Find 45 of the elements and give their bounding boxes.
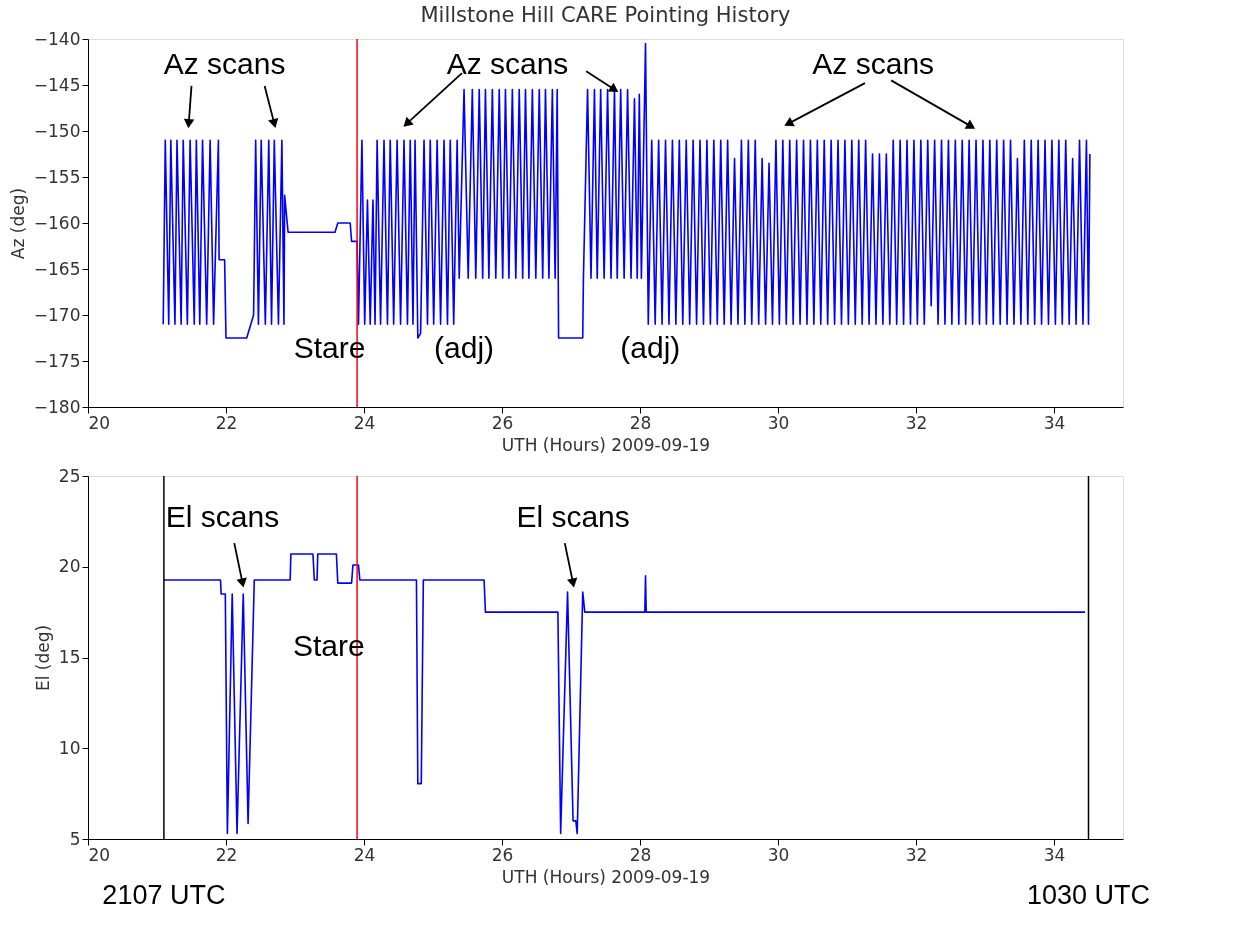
x-tick-label: 30: [767, 412, 790, 433]
annotation: Az scans: [812, 46, 935, 80]
y-tick-label: −175: [33, 350, 81, 371]
x-tick-label: 22: [215, 412, 238, 433]
annotation: (adj): [620, 331, 681, 365]
y-tick-label: −165: [33, 258, 81, 279]
y-tick-label: −180: [33, 396, 81, 417]
annotation: El scans: [165, 499, 280, 533]
y-axis-title: Az (deg): [7, 187, 28, 260]
ref-line-label: 1030 UTC: [1026, 880, 1151, 910]
x-tick-label: 24: [353, 844, 376, 865]
x-tick-label: 34: [1043, 412, 1066, 433]
x-tick-label: 26: [491, 844, 514, 865]
chart-title: Millstone Hill CARE Pointing History: [420, 3, 791, 27]
x-tick-label: 20: [88, 844, 111, 865]
y-tick-label: 10: [58, 737, 81, 758]
x-tick-label: 32: [905, 412, 928, 433]
y-tick-label: −155: [33, 166, 81, 187]
y-tick-label: −140: [33, 28, 81, 49]
x-tick-label: 28: [629, 844, 652, 865]
y-tick-label: 20: [58, 556, 81, 577]
x-tick-label: 20: [88, 412, 111, 433]
x-axis-title: UTH (Hours) 2009-09-19: [501, 866, 711, 887]
x-axis-title: UTH (Hours) 2009-09-19: [501, 434, 711, 455]
y-tick-label: 5: [69, 828, 81, 849]
ref-line-label: 2107 UTC: [102, 880, 226, 910]
x-tick-label: 22: [215, 844, 238, 865]
annotation: (adj): [434, 331, 495, 365]
x-tick-label: 26: [491, 412, 514, 433]
y-tick-label: 15: [58, 647, 81, 667]
x-tick-label: 24: [353, 412, 376, 433]
annotation: Az scans: [163, 46, 286, 80]
x-tick-label: 32: [905, 844, 928, 865]
y-tick-label: −160: [33, 212, 81, 233]
x-tick-label: 30: [767, 844, 790, 865]
y-tick-label: −150: [33, 120, 81, 141]
x-tick-label: 34: [1043, 844, 1066, 865]
annotation: Az scans: [446, 46, 569, 80]
y-tick-label: −170: [33, 304, 81, 325]
line-series: [163, 553, 1086, 835]
annotation: El scans: [516, 499, 630, 533]
y-axis-title: El (deg): [32, 624, 53, 692]
y-tick-label: 25: [58, 465, 81, 486]
x-tick-label: 28: [629, 412, 652, 433]
y-tick-label: −145: [33, 74, 81, 95]
